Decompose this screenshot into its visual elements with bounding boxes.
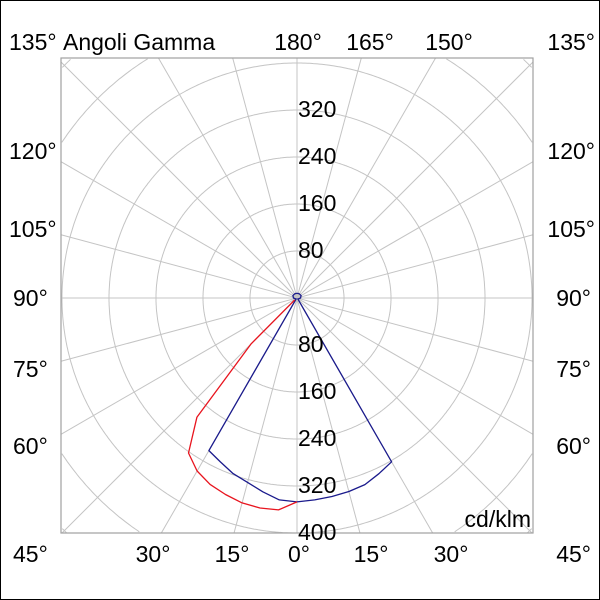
angle-label-right-120: 120° bbox=[547, 138, 595, 164]
radial-tick-label: 320 bbox=[298, 96, 337, 122]
plot-border bbox=[60, 57, 534, 534]
unit-label: cd/klm bbox=[464, 506, 531, 532]
grid-spoke bbox=[232, 57, 361, 534]
angle-label-165: 165° bbox=[346, 29, 394, 55]
angle-label-180: 180° bbox=[274, 29, 322, 55]
radial-tick-label: 80 bbox=[298, 237, 324, 263]
radial-tick-label: 400 bbox=[298, 519, 337, 545]
angle-label-bottom-30-left: 30° bbox=[135, 541, 171, 567]
angle-label-top-left: 135° bbox=[9, 29, 57, 55]
grid-spoke bbox=[160, 57, 436, 534]
angle-label-bottom-15-right: 15° bbox=[353, 541, 389, 567]
radial-tick-label: 160 bbox=[298, 190, 337, 216]
radial-tick-label: 160 bbox=[298, 378, 337, 404]
angle-label-right-75: 75° bbox=[556, 356, 591, 382]
grid bbox=[60, 57, 534, 534]
series-line-1 bbox=[187, 299, 298, 511]
radial-tick-label: 240 bbox=[298, 425, 337, 451]
angle-label-bottom-left-45: 45° bbox=[13, 541, 48, 567]
angle-label-left-120: 120° bbox=[9, 138, 57, 164]
grid-ring bbox=[61, 58, 533, 533]
angle-label-left-60: 60° bbox=[13, 433, 48, 459]
radial-tick-label: 240 bbox=[298, 143, 337, 169]
angle-label-bottom-0: 0° bbox=[288, 541, 310, 567]
angle-label-bottom-15-left: 15° bbox=[214, 541, 250, 567]
angle-label-right-60: 60° bbox=[556, 433, 591, 459]
radial-tick-label: 320 bbox=[298, 472, 337, 498]
angle-label-left-105: 105° bbox=[9, 216, 57, 242]
angle-label-150: 150° bbox=[425, 29, 473, 55]
angle-label-bottom-right-45: 45° bbox=[556, 541, 591, 567]
chart-title: Angoli Gamma bbox=[63, 29, 216, 55]
angle-label-left-90: 90° bbox=[13, 285, 48, 311]
angle-label-bottom-30-right: 30° bbox=[433, 541, 469, 567]
grid-spoke bbox=[233, 57, 362, 534]
angle-label-top-right: 135° bbox=[547, 29, 595, 55]
angle-label-left-75: 75° bbox=[13, 356, 48, 382]
angle-label-right-90: 90° bbox=[556, 285, 591, 311]
angle-label-right-105: 105° bbox=[547, 216, 595, 242]
radial-tick-label: 80 bbox=[298, 331, 324, 357]
